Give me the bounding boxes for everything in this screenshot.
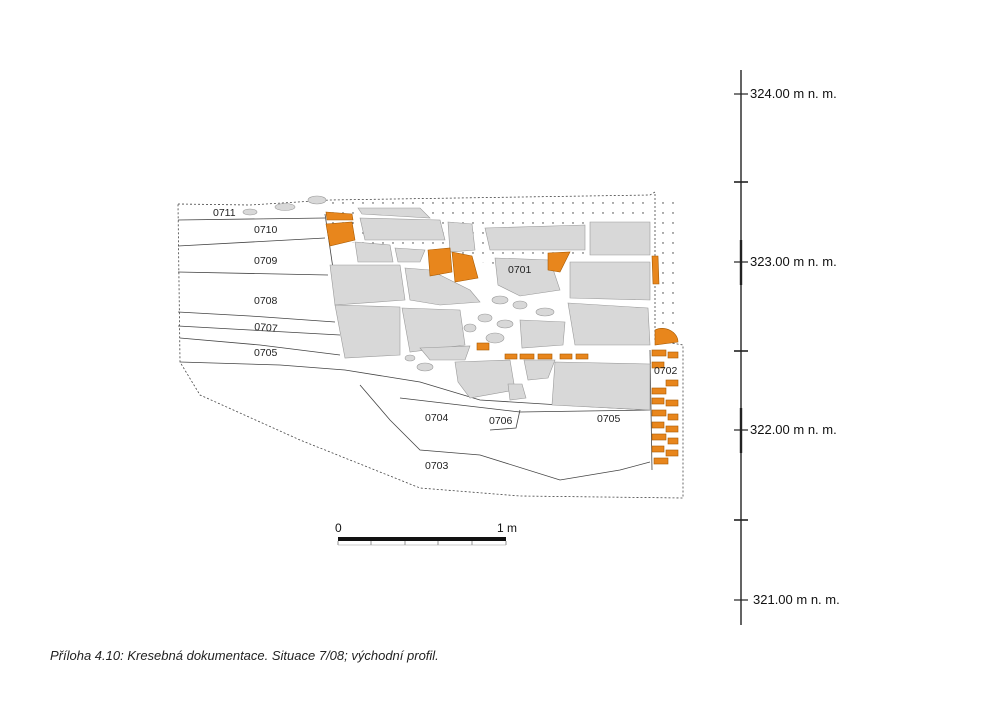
label-0705-left: 0705 (254, 347, 278, 359)
label-0704: 0704 (425, 412, 449, 424)
label-0709: 0709 (254, 255, 278, 267)
elevation-label-321: 321.00 m n. m. (753, 592, 840, 607)
scale-start-label: 0 (335, 521, 342, 535)
layer-labels: 0711 0710 0709 0708 0707 0705 0701 0702 … (213, 207, 678, 472)
label-0701: 0701 (508, 264, 532, 276)
label-0706: 0706 (489, 415, 513, 427)
bar-scale: 0 1 m (335, 521, 517, 546)
label-0703: 0703 (425, 460, 449, 472)
bricks (325, 211, 679, 465)
label-0707: 0707 (254, 321, 278, 335)
elevation-scale: 324.00 m n. m. 323.00 m n. m. 322.00 m n… (734, 70, 840, 625)
label-0702: 0702 (654, 365, 678, 377)
stones (242, 195, 651, 411)
elevation-label-324: 324.00 m n. m. (750, 86, 837, 101)
figure-caption: Příloha 4.10: Kresebná dokumentace. Situ… (50, 648, 439, 663)
label-0708: 0708 (254, 295, 278, 307)
label-0705-right: 0705 (597, 413, 621, 425)
label-0710: 0710 (254, 224, 278, 236)
elevation-label-323: 323.00 m n. m. (750, 254, 837, 269)
elevation-label-322: 322.00 m n. m. (750, 422, 837, 437)
label-0711: 0711 (213, 207, 236, 219)
scale-end-label: 1 m (497, 521, 517, 535)
